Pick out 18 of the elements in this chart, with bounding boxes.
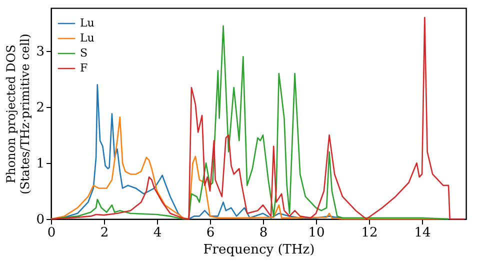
x-tick-label: 6 bbox=[206, 226, 215, 240]
y-tick-label: 2 bbox=[36, 100, 44, 116]
legend-label: F bbox=[80, 62, 88, 74]
x-tick-label: 2 bbox=[100, 226, 109, 240]
x-tick-label: 4 bbox=[153, 226, 162, 240]
y-axis-title: Phonon projected DOS (States/THz·primitive cell) bbox=[4, 34, 32, 194]
legend-label: Lu bbox=[80, 32, 94, 44]
x-tick-label: 12 bbox=[361, 226, 378, 240]
y-tick-label: 3 bbox=[36, 44, 44, 60]
y-tick-label: 0 bbox=[36, 212, 44, 228]
legend-label: S bbox=[80, 46, 88, 60]
x-axis-title: Frequency (THz) bbox=[203, 242, 315, 258]
x-tick-label: 0 bbox=[47, 226, 56, 240]
y-tick-label: 1 bbox=[36, 156, 44, 172]
legend-label: Lu bbox=[80, 16, 94, 30]
x-tick-label: 14 bbox=[414, 226, 431, 240]
x-tick-label: 10 bbox=[308, 226, 325, 240]
x-tick-label: 8 bbox=[259, 226, 268, 240]
